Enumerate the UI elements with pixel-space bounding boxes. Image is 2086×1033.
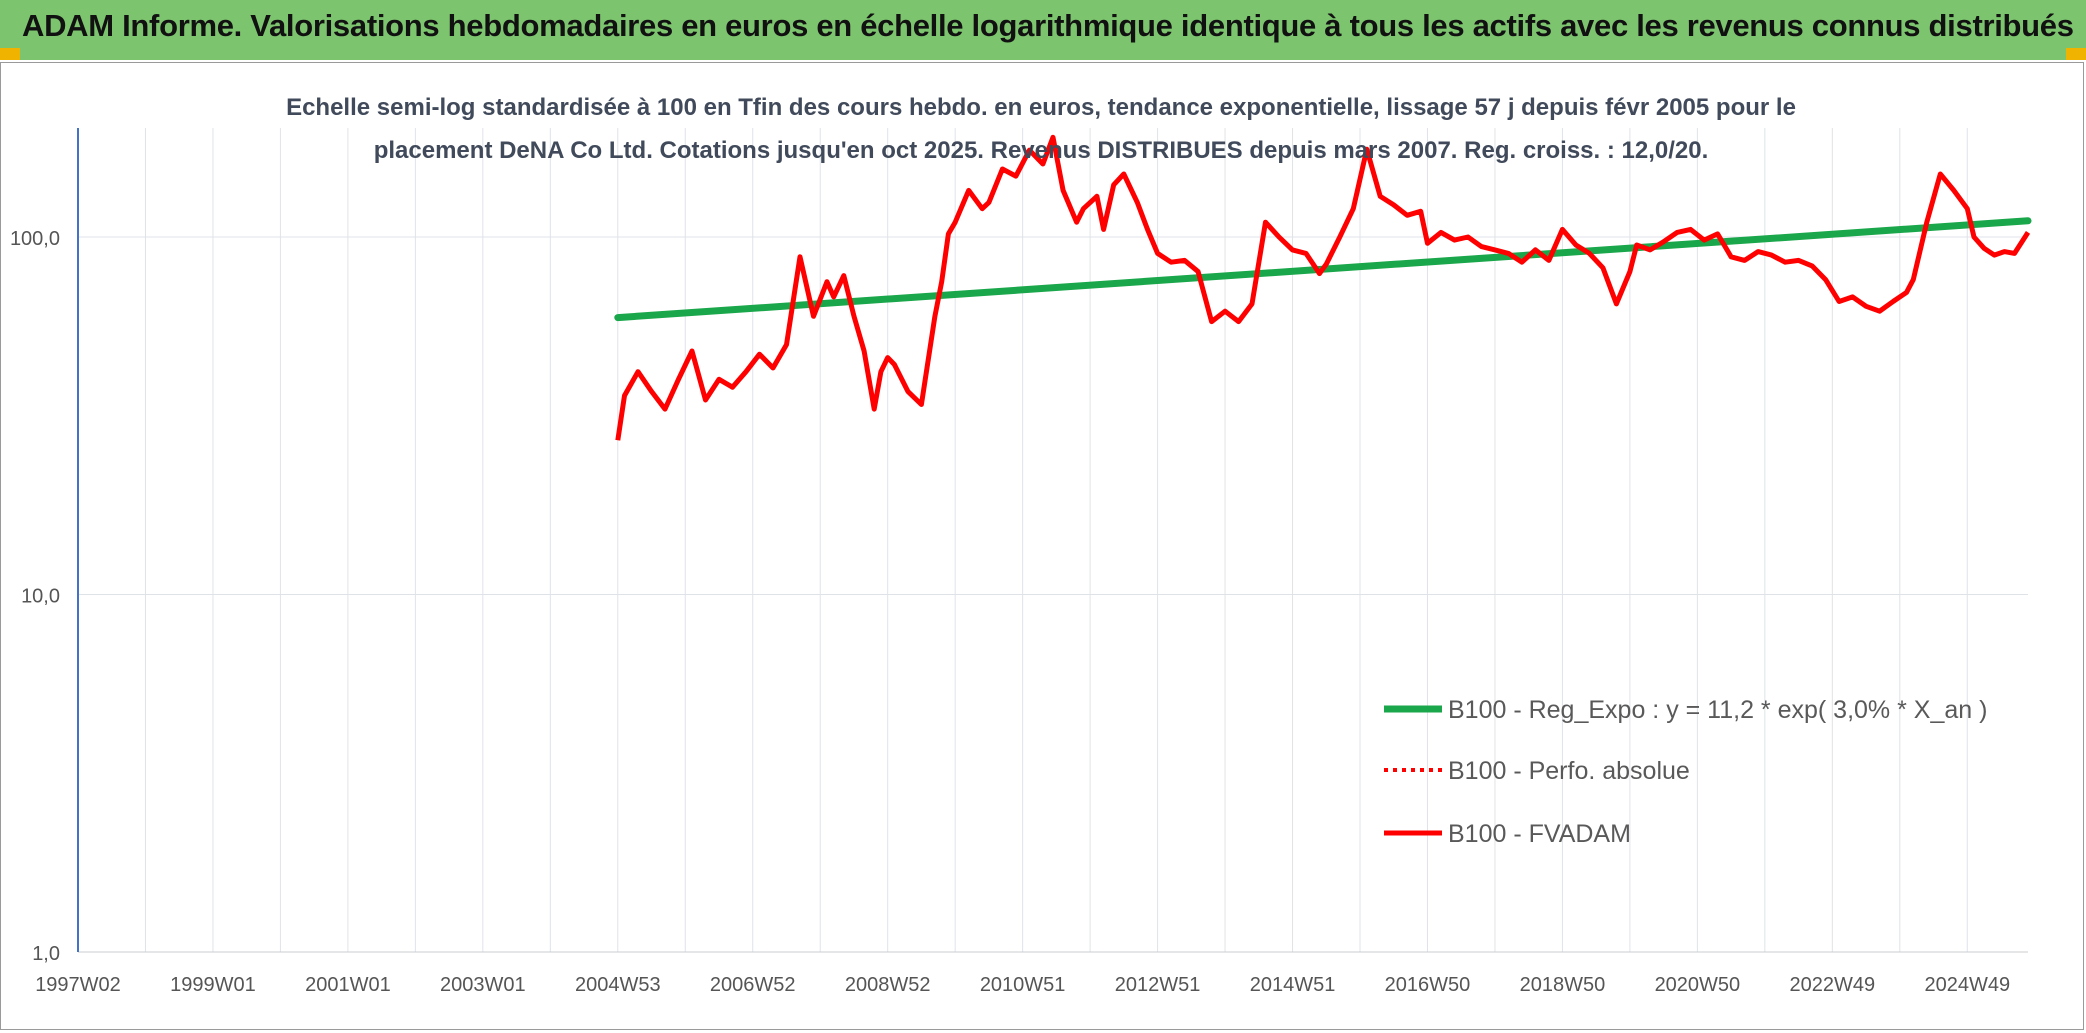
- x-tick-label: 2022W49: [1790, 974, 1876, 996]
- legend-label: B100 - Perfo. absolue: [1448, 757, 1690, 785]
- corner-accent-right: [2066, 48, 2086, 60]
- x-tick-label: 2024W49: [1924, 974, 2010, 996]
- tick-layer: 1,0 10,0 100,0 1997W02 1999W01 2001W01 2003W01…: [10, 228, 2010, 996]
- x-tick-label: 2003W01: [440, 974, 526, 996]
- series-layer: [614, 134, 2032, 441]
- x-tick-label: 2010W51: [980, 974, 1066, 996]
- chart-title: Echelle semi-log standardisée à 100 en T…: [286, 94, 1796, 164]
- x-tick-label: 1997W02: [35, 974, 121, 996]
- legend: B100 - Reg_Expo : y = 11,2 * exp( 3,0% *…: [1384, 696, 1987, 848]
- x-tick-label: 2016W50: [1385, 974, 1471, 996]
- chart-frame: [0, 62, 2084, 1030]
- chart-title-line-2: placement DeNA Co Ltd. Cotations jusqu'e…: [374, 137, 1709, 164]
- x-tick-label: 2006W52: [710, 974, 796, 996]
- x-tick-label: 2001W01: [305, 974, 391, 996]
- y-tick-label: 1,0: [32, 943, 60, 965]
- x-tick-label: 2008W52: [845, 974, 931, 996]
- x-tick-label: 2012W51: [1115, 974, 1201, 996]
- grid-layer: [77, 128, 2028, 953]
- x-tick-label: 2018W50: [1520, 974, 1606, 996]
- x-tick-label: 2004W53: [575, 974, 661, 996]
- chart-title-line-1: Echelle semi-log standardisée à 100 en T…: [286, 94, 1796, 121]
- y-tick-label: 100,0: [10, 228, 60, 250]
- x-tick-label: 1999W01: [170, 974, 256, 996]
- report-title: ADAM Informe. Valorisations hebdomadaire…: [22, 8, 2074, 43]
- series-line-fvadam: [615, 134, 2031, 441]
- corner-accent-left: [0, 48, 20, 60]
- report-header: ADAM Informe. Valorisations hebdomadaire…: [0, 0, 2086, 60]
- legend-label: B100 - Reg_Expo : y = 11,2 * exp( 3,0% *…: [1448, 696, 1987, 724]
- x-tick-label: 2014W51: [1250, 974, 1336, 996]
- y-tick-label: 10,0: [21, 586, 60, 608]
- x-tick-label: 2020W50: [1655, 974, 1741, 996]
- legend-label: B100 - FVADAM: [1448, 820, 1631, 848]
